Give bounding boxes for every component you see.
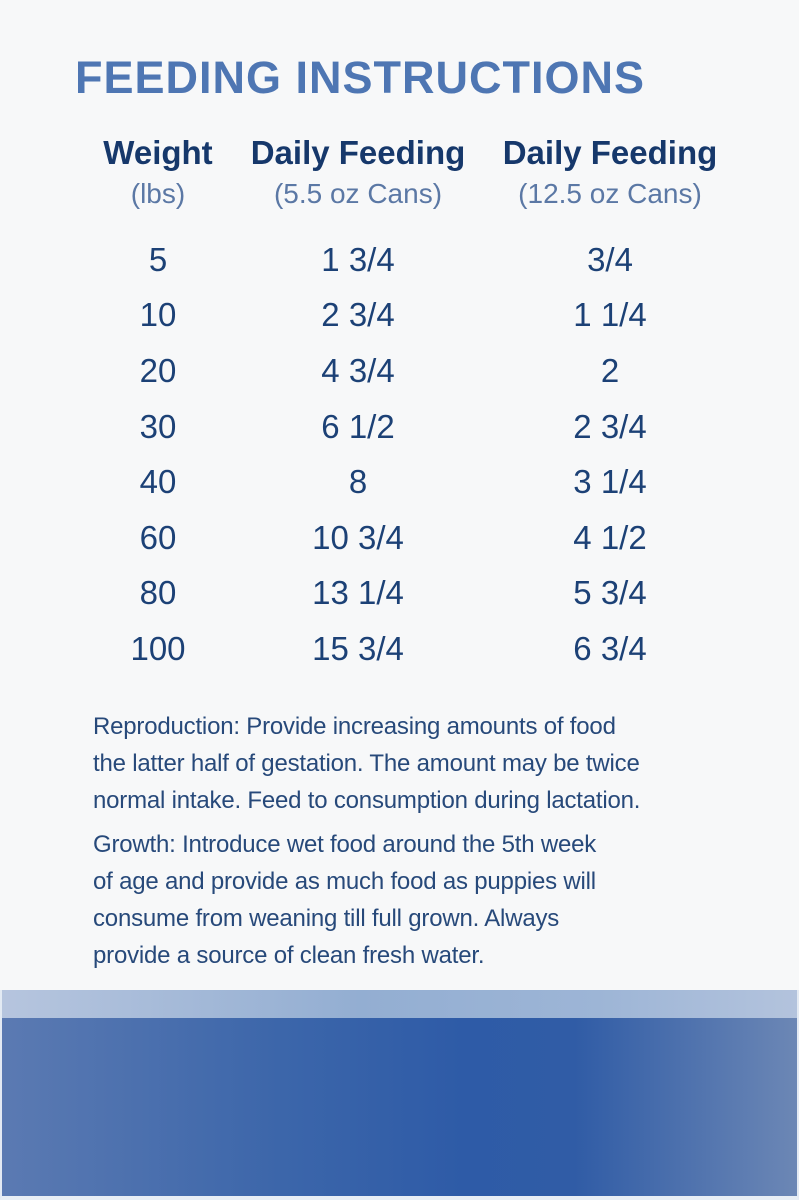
column-sublabel: (lbs) — [130, 178, 186, 209]
weight-value: 60 — [139, 518, 177, 556]
dark-blue-band — [2, 1018, 797, 1196]
note-line: Growth: Introduce wet food around the 5t… — [93, 831, 597, 858]
column-label: Daily Feeding — [502, 134, 718, 171]
note-line: Reproduction: Provide increasing amounts… — [93, 713, 616, 740]
table-row: 30 6 1/2 2 3/4 — [75, 399, 745, 455]
table-row: 60 10 3/4 4 1/2 — [75, 510, 745, 566]
reproduction-note: Reproduction: Provide increasing amounts… — [93, 708, 733, 819]
column-header-daily-feeding-125: Daily Feeding (12.5 oz Cans) — [475, 133, 745, 211]
weight-value: 5 — [148, 240, 168, 278]
feeding-125-value: 6 3/4 — [573, 629, 647, 667]
feeding-55-value: 15 3/4 — [312, 629, 404, 667]
table-row: 40 8 3 1/4 — [75, 454, 745, 510]
weight-value: 100 — [130, 629, 186, 667]
feeding-125-value: 3 1/4 — [573, 463, 647, 501]
column-sublabel: (12.5 oz Cans) — [518, 178, 702, 209]
table-rows: 5 1 3/4 3/4 10 2 3/4 1 1/4 20 4 3/4 2 30 6 1/2 2 3/… — [75, 232, 745, 677]
feeding-55-value: 8 — [348, 463, 368, 501]
feeding-125-value: 4 1/2 — [573, 518, 647, 556]
feeding-55-value: 13 1/4 — [312, 574, 404, 612]
table-row: 20 4 3/4 2 — [75, 343, 745, 399]
feeding-55-value: 1 3/4 — [321, 240, 395, 278]
feeding-55-value: 6 1/2 — [321, 407, 395, 445]
footer-bands — [0, 990, 799, 1200]
feeding-55-value: 4 3/4 — [321, 351, 395, 389]
feeding-125-value: 2 3/4 — [573, 407, 647, 445]
column-header-daily-feeding-55: Daily Feeding (5.5 oz Cans) — [241, 133, 475, 211]
weight-value: 10 — [139, 296, 177, 334]
weight-value: 30 — [139, 407, 177, 445]
note-line: consume from weaning till full grown. Al… — [93, 905, 560, 932]
column-header-weight: Weight (lbs) — [75, 133, 241, 211]
feeding-55-value: 2 3/4 — [321, 296, 395, 334]
feeding-table: Weight (lbs) Daily Feeding (5.5 oz Cans)… — [75, 133, 745, 677]
table-row: 80 13 1/4 5 3/4 — [75, 566, 745, 622]
column-sublabel: (5.5 oz Cans) — [273, 178, 443, 209]
weight-value: 80 — [139, 574, 177, 612]
feeding-55-value: 10 3/4 — [312, 518, 404, 556]
table-row: 5 1 3/4 3/4 — [75, 232, 745, 288]
note-line: provide a source of clean fresh water. — [93, 942, 485, 969]
weight-value: 20 — [139, 351, 177, 389]
table-row: 10 2 3/4 1 1/4 — [75, 288, 745, 344]
feeding-125-value: 3/4 — [587, 240, 633, 278]
table-header-row: Weight (lbs) Daily Feeding (5.5 oz Cans)… — [75, 133, 745, 211]
light-blue-band — [2, 990, 797, 1018]
column-label: Daily Feeding — [250, 134, 466, 171]
column-label: Weight — [103, 134, 213, 171]
note-line: the latter half of gestation. The amount… — [93, 750, 640, 777]
note-line: of age and provide as much food as puppi… — [93, 868, 596, 895]
page-title: FEEDING INSTRUCTIONS — [75, 52, 646, 103]
growth-note: Growth: Introduce wet food around the 5t… — [93, 826, 733, 974]
weight-value: 40 — [139, 463, 177, 501]
feeding-125-value: 5 3/4 — [573, 574, 647, 612]
table-row: 100 15 3/4 6 3/4 — [75, 621, 745, 677]
note-line: normal intake. Feed to consumption durin… — [93, 787, 641, 814]
feeding-125-value: 2 — [600, 351, 620, 389]
feeding-125-value: 1 1/4 — [573, 296, 647, 334]
